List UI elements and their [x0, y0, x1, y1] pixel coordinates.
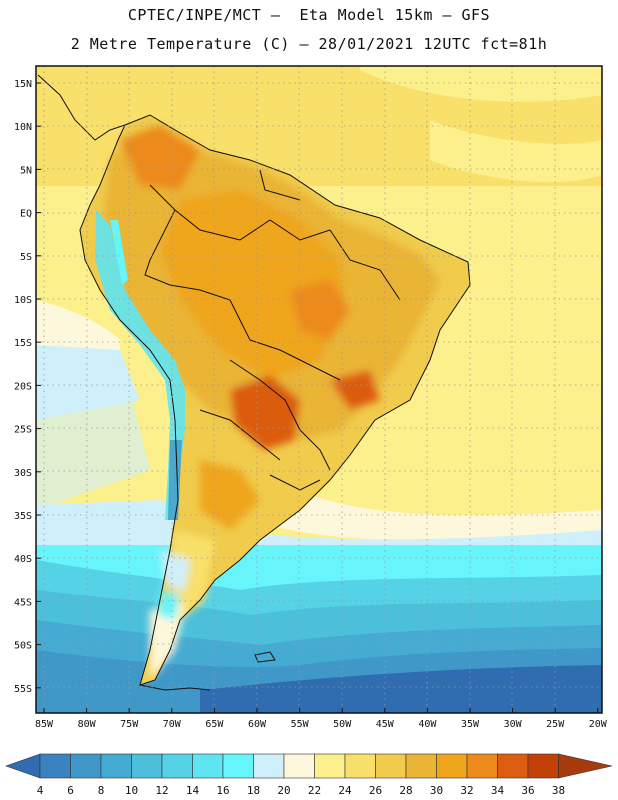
lon-label: 50W	[333, 719, 352, 730]
colorbar-swatch	[314, 753, 346, 779]
colorbar-swatch	[375, 753, 407, 779]
colorbar-label: 36	[521, 784, 534, 797]
lat-label: 35S	[14, 511, 32, 522]
lat-label: 55S	[14, 684, 32, 695]
colorbar-label: 24	[338, 784, 352, 797]
colorbar-label: 14	[186, 784, 200, 797]
colorbar-label: 34	[491, 784, 505, 797]
colorbar-swatch	[466, 753, 498, 779]
lat-label: 15S	[14, 338, 32, 349]
lat-label: 50S	[14, 641, 32, 652]
lat-label: EQ	[20, 209, 32, 220]
colorbar-swatch	[253, 753, 285, 779]
lon-label: 75W	[120, 719, 139, 730]
lon-label: 40W	[418, 719, 437, 730]
colorbar-swatch	[497, 753, 529, 779]
colorbar-swatch	[100, 753, 132, 779]
lon-label: 70W	[163, 719, 182, 730]
longitude-axis: 85W 80W 75W 70W 65W 60W 55W 50W 45W 40W 35W 30W 25W 2…	[35, 708, 608, 730]
colorbar-label: 26	[369, 784, 382, 797]
colorbar-label: 32	[460, 784, 473, 797]
lon-label: 45W	[376, 719, 395, 730]
lon-label: 85W	[35, 719, 54, 730]
lat-label: 15N	[14, 79, 32, 90]
lat-label: 20S	[14, 381, 32, 392]
lat-label: 10S	[14, 295, 32, 306]
colorbar-label: 6	[67, 784, 74, 797]
lat-label: 10N	[14, 122, 32, 133]
lat-label: 5N	[20, 165, 32, 176]
colorbar: 4 6 8 10 12 14 16 18 20 22 24 26 28 30 32 34 36 38	[5, 753, 613, 797]
colorbar-swatch	[192, 753, 224, 779]
lon-label: 55W	[291, 719, 310, 730]
colorbar-swatch	[70, 753, 102, 779]
colorbar-label: 8	[98, 784, 105, 797]
colorbar-swatch	[131, 753, 163, 779]
lat-label: 5S	[20, 252, 32, 263]
colorbar-swatch	[283, 753, 315, 779]
colorbar-label: 20	[277, 784, 290, 797]
colorbar-label: 4	[37, 784, 44, 797]
lat-label: 45S	[14, 597, 32, 608]
colorbar-label: 18	[247, 784, 260, 797]
lon-label: 60W	[248, 719, 267, 730]
map-frame	[35, 65, 603, 714]
colorbar-arrow-low	[5, 753, 41, 779]
colorbar-swatch	[222, 753, 254, 779]
colorbar-arrow-high	[558, 753, 613, 779]
lat-label: 40S	[14, 554, 32, 565]
lon-label: 80W	[78, 719, 97, 730]
lon-label: 20W	[589, 719, 608, 730]
map-title-line-1: CPTEC/INPE/MCT – Eta Model 15km – GFS	[127, 6, 491, 24]
colorbar-swatch	[161, 753, 193, 779]
colorbar-label: 16	[216, 784, 229, 797]
colorbar-swatch	[436, 753, 468, 779]
colorbar-swatch	[39, 753, 71, 779]
temperature-map: 15N 10N 5N EQ 5S 10S 15S 20S 25S 30S 35S 40S 45S 50S 5…	[14, 65, 608, 730]
colorbar-label: 12	[155, 784, 168, 797]
colorbar-swatch	[344, 753, 376, 779]
lon-label: 25W	[546, 719, 565, 730]
colorbar-label: 38	[552, 784, 565, 797]
colorbar-label: 10	[125, 784, 138, 797]
lat-label: 25S	[14, 425, 32, 436]
latitude-axis: 15N 10N 5N EQ 5S 10S 15S 20S 25S 30S 35S 40S 45S 50S 5…	[14, 79, 41, 695]
lon-label: 30W	[504, 719, 523, 730]
colorbar-label: 28	[399, 784, 412, 797]
colorbar-swatch	[527, 753, 559, 779]
temperature-field	[36, 66, 602, 713]
colorbar-label: 30	[430, 784, 443, 797]
map-title-line-2: 2 Metre Temperature (C) – 28/01/2021 12U…	[70, 35, 548, 53]
lat-label: 30S	[14, 468, 32, 479]
colorbar-swatch	[405, 753, 437, 779]
colorbar-label: 22	[308, 784, 321, 797]
lon-label: 65W	[205, 719, 224, 730]
lon-label: 35W	[461, 719, 480, 730]
